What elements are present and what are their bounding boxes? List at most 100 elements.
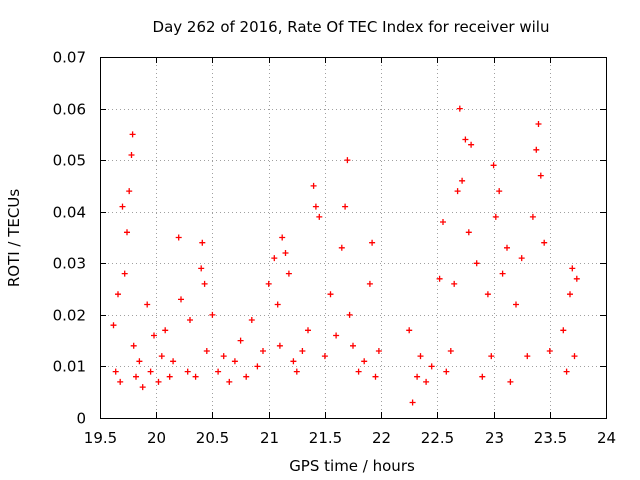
data-point [406, 327, 413, 334]
data-point [513, 301, 519, 308]
data-point [366, 280, 373, 287]
data-point [226, 378, 233, 385]
data-point [529, 213, 536, 220]
data-point [166, 373, 173, 380]
data-point [209, 311, 216, 318]
data-point [282, 250, 289, 256]
data-point [237, 337, 244, 344]
x-tick-label: 21 [260, 429, 279, 447]
data-point [316, 213, 323, 220]
data-point [192, 373, 199, 380]
data-point [355, 368, 362, 375]
y-tick-label: 0.03 [53, 255, 86, 273]
data-point [537, 172, 544, 179]
data-point [117, 378, 124, 385]
data-point [524, 353, 531, 360]
data-point [369, 239, 376, 246]
x-tick-label: 19.5 [84, 429, 117, 447]
data-point [124, 229, 130, 236]
data-point [567, 291, 573, 298]
data-point [299, 348, 306, 354]
data-point [459, 177, 466, 184]
data-point [119, 203, 126, 210]
data-point [162, 327, 169, 334]
data-point [563, 368, 570, 375]
data-point [535, 121, 542, 127]
x-tick-label: 23.5 [534, 429, 567, 447]
data-point [136, 358, 143, 365]
data-point [158, 353, 165, 360]
x-tick-label: 23 [485, 429, 504, 447]
data-point [504, 244, 510, 251]
data-point [305, 327, 311, 334]
data-point [184, 368, 191, 375]
y-tick-label: 0.01 [53, 358, 86, 376]
data-point [496, 188, 503, 195]
data-point [327, 291, 334, 298]
data-point [147, 368, 154, 375]
data-point [492, 213, 499, 220]
data-point [479, 373, 486, 380]
data-point [133, 373, 139, 380]
data-point [443, 368, 450, 375]
data-point [484, 291, 491, 298]
y-tick-label: 0.05 [53, 152, 86, 170]
chart-title: Day 262 of 2016, Rate Of TEC Index for r… [153, 18, 550, 36]
data-point [541, 239, 548, 246]
data-point [414, 373, 421, 380]
data-point [573, 275, 580, 282]
data-point [203, 348, 210, 354]
data-point [276, 342, 283, 349]
data-point [201, 280, 208, 287]
data-point [546, 348, 553, 354]
data-point [170, 358, 177, 365]
data-point [436, 275, 443, 282]
data-point [338, 244, 345, 251]
y-tick-label: 0.02 [53, 307, 86, 325]
data-point [265, 280, 272, 287]
data-point [571, 353, 578, 360]
data-point [423, 378, 430, 385]
data-point [220, 353, 227, 360]
data-point [454, 188, 461, 195]
data-point [231, 358, 238, 365]
data-point [361, 358, 368, 365]
data-point [488, 353, 495, 360]
data-point [151, 332, 157, 339]
data-point [128, 152, 135, 158]
data-point [560, 327, 567, 334]
x-tick-label: 20 [147, 429, 166, 447]
data-point [333, 332, 340, 339]
data-point [321, 353, 328, 360]
data-point [178, 296, 184, 303]
data-point [115, 291, 121, 298]
data-point [409, 399, 416, 406]
data-point [139, 384, 146, 391]
data-point [274, 301, 281, 308]
data-point [175, 234, 182, 241]
data-point [121, 270, 128, 277]
data-points [110, 105, 580, 406]
data-point [451, 280, 458, 287]
data-point [199, 239, 206, 246]
data-point [350, 342, 356, 349]
data-point [126, 188, 133, 195]
data-point [187, 317, 193, 323]
y-tick-label: 0 [76, 410, 86, 428]
data-point [372, 373, 379, 380]
data-point [499, 270, 506, 277]
data-point [290, 358, 297, 365]
data-point [468, 141, 475, 148]
data-point [215, 368, 222, 375]
y-tick-label: 0.07 [53, 49, 86, 67]
data-point [533, 146, 540, 153]
data-point [248, 317, 255, 323]
data-point [110, 322, 117, 329]
data-point [129, 131, 136, 138]
data-point [447, 348, 454, 354]
data-point [569, 265, 576, 272]
data-point [456, 105, 463, 112]
data-point [346, 311, 353, 318]
data-point [155, 378, 162, 385]
